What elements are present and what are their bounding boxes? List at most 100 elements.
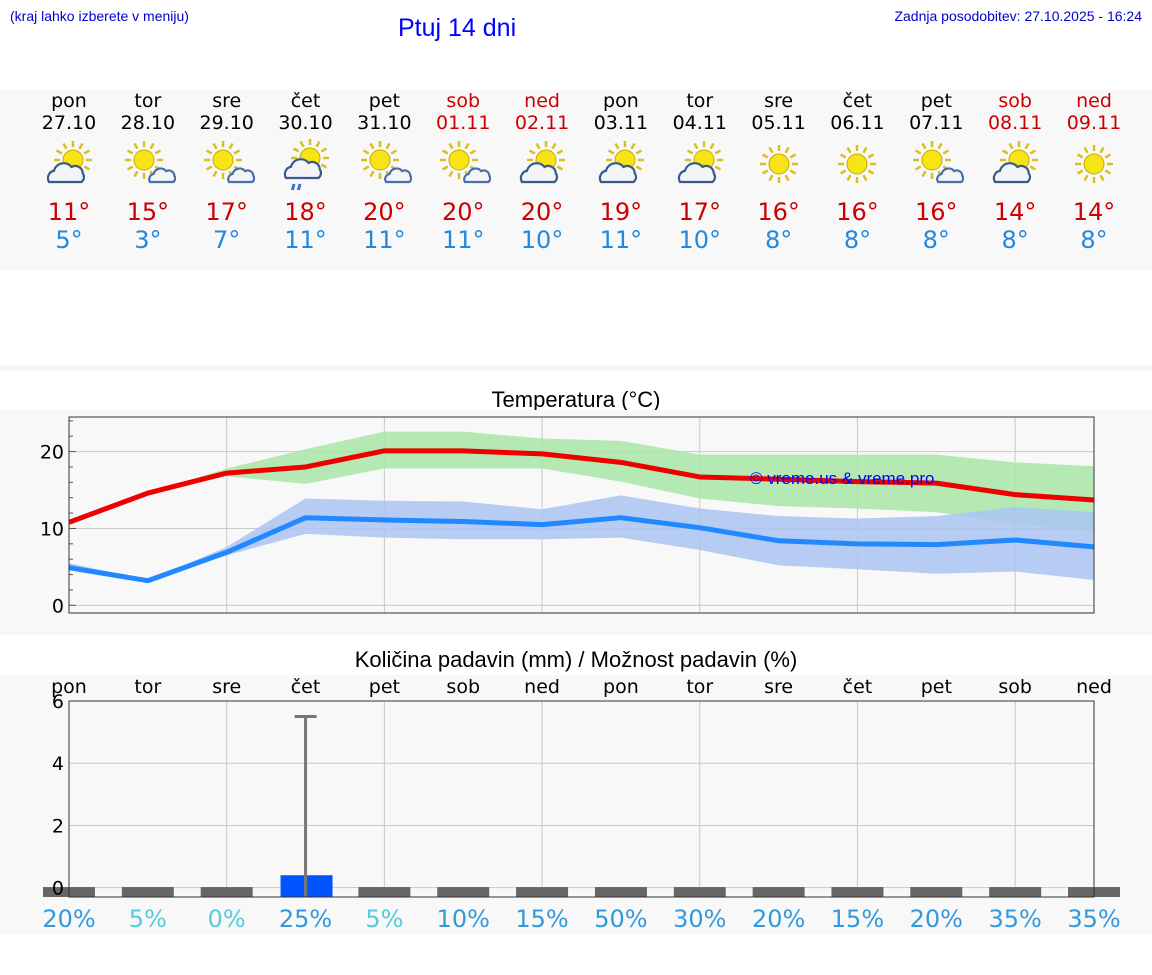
- precipitation-chart-panel: pon tor sre čet pet sob ned pon tor sre čet pet sob n…: [0, 675, 1152, 935]
- day-date: 01.11: [436, 112, 491, 134]
- temperature-chart-title: Temperatura (°C): [491, 387, 661, 412]
- precip-day-label: sob: [998, 676, 1032, 698]
- day-column: tor 28.10 15° 3°: [108, 90, 188, 254]
- day-name: sre: [764, 90, 794, 112]
- day-column: ned 02.11 20° 10°: [502, 90, 582, 254]
- day-date: 08.11: [987, 112, 1043, 134]
- day-name: čet: [290, 90, 321, 112]
- precip-day-label: ned: [1076, 676, 1112, 698]
- day-date: 03.11: [593, 112, 649, 134]
- cloud-sun-icon: [519, 141, 566, 184]
- max-temp: 20°: [441, 198, 485, 226]
- day-date: 09.11: [1066, 112, 1122, 134]
- precipitation-chart: pon tor sre čet pet sob ned pon tor sre čet pet sob n…: [42, 676, 1120, 933]
- max-temp: 20°: [520, 198, 564, 226]
- min-temp: 11°: [363, 226, 406, 254]
- precip-chance-label: 20%: [42, 905, 95, 933]
- day-column: sre 29.10 17° 7°: [187, 90, 267, 254]
- day-column: pon 03.11 19° 11°: [581, 90, 661, 254]
- precip-chance-label: 15%: [515, 905, 568, 933]
- min-temp: 10°: [520, 226, 564, 254]
- max-temp: 14°: [993, 198, 1037, 226]
- precip-y-tick-label: 2: [52, 815, 64, 837]
- precip-bar: [437, 887, 490, 897]
- sun-cloud-icon: [203, 141, 255, 184]
- max-temp-range-band: [69, 431, 1094, 532]
- precip-day-label: pon: [51, 676, 87, 698]
- precip-bar: [752, 887, 805, 897]
- sun-icon: [759, 145, 798, 183]
- separator: [0, 365, 1152, 371]
- precip-day-label: pet: [369, 676, 400, 698]
- precip-chance-label: 50%: [594, 905, 647, 933]
- day-name: pon: [51, 90, 87, 112]
- min-temp: 8°: [1001, 226, 1029, 254]
- precip-bar: [989, 887, 1042, 897]
- precip-day-label: čet: [843, 676, 873, 698]
- cloud-sun-icon: [992, 141, 1039, 184]
- min-temp: 8°: [843, 226, 872, 254]
- precip-chance-label: 20%: [752, 905, 805, 933]
- day-column: ned 09.11 14° 8°: [1054, 90, 1134, 254]
- precip-bar: [358, 887, 411, 897]
- temperature-chart: © vreme.us & vreme.pro 0 10 20: [40, 416, 1095, 617]
- min-temp: 10°: [678, 226, 722, 254]
- max-temp: 11°: [47, 198, 91, 226]
- max-temp: 16°: [915, 198, 958, 226]
- day-date: 07.11: [909, 112, 964, 134]
- day-date: 28.10: [120, 112, 176, 134]
- min-temp: 11°: [441, 226, 485, 254]
- temp-y-tick-label: 20: [40, 442, 64, 464]
- cloud-sun-icon: [46, 141, 92, 184]
- min-temp: 7°: [213, 226, 241, 254]
- sun-cloud-icon: [440, 141, 492, 184]
- day-date: 29.10: [199, 112, 254, 134]
- day-name: pon: [603, 90, 639, 112]
- day-column: sre 05.11 16° 8°: [739, 90, 819, 254]
- precip-y-tick-label: 0: [52, 878, 64, 900]
- min-temp: 11°: [284, 226, 327, 254]
- precip-day-label: pet: [921, 676, 952, 698]
- day-name: ned: [1076, 90, 1112, 112]
- max-temp: 19°: [599, 198, 643, 226]
- min-temp-line: [68, 515, 1095, 584]
- day-name: pet: [368, 90, 400, 112]
- precip-chance-label: 15%: [831, 905, 884, 933]
- precip-chance-label: 0%: [208, 905, 246, 933]
- day-column: čet 06.11 16° 8°: [817, 90, 897, 254]
- day-date: 05.11: [751, 112, 806, 134]
- day-date: 27.10: [41, 112, 97, 134]
- precip-y-tick-label: 4: [52, 753, 64, 775]
- day-name: čet: [842, 90, 873, 112]
- precip-chance-label: 10%: [437, 905, 490, 933]
- day-column: sob 08.11 14° 8°: [975, 90, 1055, 254]
- sun-cloud-icon: [913, 141, 965, 184]
- watermark: © vreme.us & vreme.pro: [750, 469, 934, 488]
- day-column: tor 04.11 17° 10°: [660, 90, 740, 254]
- precip-day-label: pon: [603, 676, 639, 698]
- precip-bar: [831, 887, 884, 897]
- temp-y-tick-label: 0: [52, 595, 64, 617]
- precip-chance-label: 30%: [673, 905, 726, 933]
- temp-y-tick-label: 10: [40, 518, 64, 540]
- precip-day-label: sob: [446, 676, 480, 698]
- day-name: sob: [998, 90, 1032, 112]
- max-temp: 17°: [205, 198, 248, 226]
- precip-bar: [673, 887, 726, 897]
- precip-day-label: tor: [134, 676, 161, 698]
- precip-bar: [594, 887, 647, 897]
- precip-chance-label: 5%: [129, 905, 167, 933]
- max-temp: 16°: [757, 198, 800, 226]
- precip-chance-label: 25%: [279, 905, 332, 933]
- cloud-sun-icon: [677, 141, 723, 184]
- day-name: sob: [446, 90, 481, 112]
- min-temp: 11°: [599, 226, 643, 254]
- min-temp: 3°: [134, 226, 162, 254]
- daily-forecast-strip: pon 27.10 11° 5° tor 28.10 15° 3° sre 29.10 17° 7° č…: [0, 90, 1152, 270]
- day-name: tor: [134, 90, 162, 112]
- sun-cloud-icon: [124, 141, 176, 184]
- precip-bar: [121, 887, 174, 897]
- max-temp: 14°: [1072, 198, 1116, 226]
- precip-bar: [516, 887, 569, 897]
- max-temp: 17°: [678, 198, 722, 226]
